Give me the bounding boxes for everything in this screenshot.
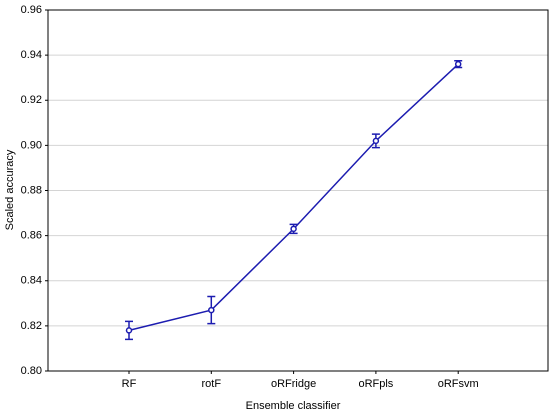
line: [128, 63, 459, 332]
y-tick-label: 0.82: [21, 320, 42, 332]
marker: [372, 137, 380, 145]
x-tick-label: rotF: [202, 378, 222, 390]
y-tick-label: 0.88: [21, 184, 42, 196]
x-tick-label: oRFridge: [271, 378, 316, 390]
x-axis-label: Ensemble classifier: [246, 400, 341, 412]
x-tick-label: oRFpls: [358, 378, 393, 390]
x-tick-label: RF: [122, 378, 137, 390]
y-tick-label: 0.94: [21, 49, 42, 61]
y-tick-label: 0.84: [21, 275, 42, 287]
marker: [454, 60, 462, 68]
marker: [290, 225, 297, 233]
y-tick-label: 0.96: [21, 4, 42, 16]
y-tick-label: 0.90: [21, 139, 42, 151]
x-tick-label: oRFsvm: [438, 378, 479, 390]
y-tick-label: 0.80: [21, 365, 42, 377]
y-tick-label: 0.92: [21, 94, 42, 106]
marker: [208, 306, 215, 314]
marker: [125, 327, 133, 334]
y-axis-label: Scaled accuracy: [4, 149, 16, 230]
plot-frame: [47, 9, 549, 372]
y-tick-label: 0.86: [21, 230, 42, 242]
